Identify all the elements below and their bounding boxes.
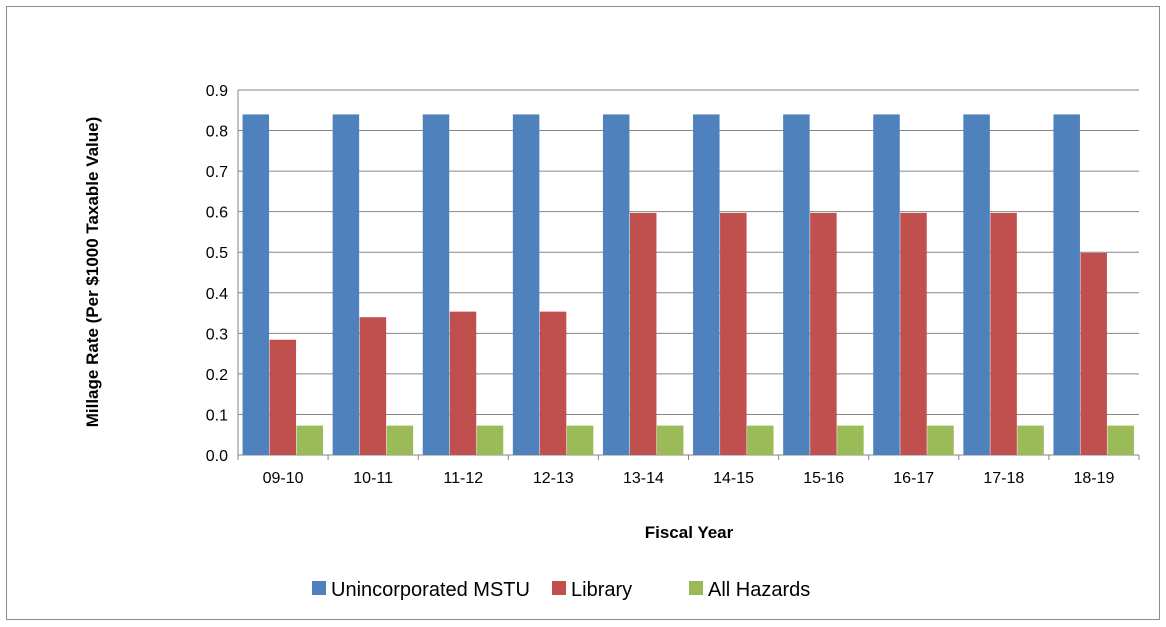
bar-library-16-17 (900, 212, 927, 455)
bar-all-hazards-18-19 (1107, 425, 1134, 455)
y-axis-title: Millage Rate (Per $1000 Taxable Value) (83, 117, 102, 428)
bar-unincorporated-mstu-18-19 (1053, 114, 1080, 456)
legend-label: All Hazards (708, 579, 810, 601)
bar-library-15-16 (810, 212, 837, 455)
y-tick-label: 0.5 (206, 245, 228, 262)
legend: Unincorporated MSTU Library All Hazards (312, 579, 810, 601)
bar-unincorporated-mstu-09-10 (242, 114, 270, 456)
bar-unincorporated-mstu-10-11 (332, 114, 360, 456)
y-tick-labels: 0.0 0.1 0.2 0.3 0.4 0.5 0.6 0.7 0.8 0.9 (206, 83, 228, 465)
bar-unincorporated-mstu-12-13 (512, 114, 540, 456)
bar-library-12-13 (539, 311, 567, 455)
bar-unincorporated-mstu-11-12 (422, 114, 450, 456)
x-tick-label: 09-10 (263, 470, 304, 487)
y-tick-label: 0.6 (206, 205, 228, 222)
y-tick-label: 0.2 (206, 367, 228, 384)
bar-unincorporated-mstu-17-18 (963, 114, 990, 456)
bar-all-hazards-17-18 (1017, 425, 1044, 455)
y-tick-label: 0.3 (206, 326, 228, 343)
bar-all-hazards-11-12 (476, 425, 504, 455)
x-tick-label: 18-19 (1073, 470, 1114, 487)
x-tick-label: 12-13 (533, 470, 574, 487)
x-tick-label: 10-11 (353, 470, 393, 487)
y-tick-label: 0.7 (206, 164, 228, 181)
bar-unincorporated-mstu-13-14 (602, 114, 630, 456)
y-tick-label: 0.8 (206, 124, 228, 141)
bar-unincorporated-mstu-16-17 (873, 114, 900, 456)
bar-all-hazards-15-16 (837, 425, 864, 455)
bar-library-17-18 (990, 212, 1017, 455)
x-axis-title: Fiscal Year (645, 523, 734, 542)
legend-swatch (552, 581, 566, 595)
y-tick-label: 0.9 (206, 83, 228, 100)
x-tick-label: 16-17 (893, 470, 934, 487)
bar-all-hazards-09-10 (296, 425, 324, 455)
bar-library-11-12 (449, 311, 477, 455)
legend-swatch (689, 581, 703, 595)
bar-unincorporated-mstu-14-15 (693, 114, 720, 456)
legend-swatch (312, 581, 326, 595)
bar-all-hazards-16-17 (927, 425, 954, 455)
y-tick-label: 0.4 (206, 286, 228, 303)
bar-all-hazards-10-11 (386, 425, 414, 455)
bar-library-14-15 (720, 212, 747, 455)
x-tick-label: 11-12 (443, 470, 483, 487)
bar-unincorporated-mstu-15-16 (783, 114, 810, 456)
x-tick-labels: 09-10 10-11 11-12 12-13 13-14 14-15 15-16 16-17… (263, 470, 1115, 487)
legend-label: Unincorporated MSTU (331, 579, 530, 601)
bar-all-hazards-13-14 (656, 425, 684, 455)
y-tick-label: 0.1 (206, 407, 228, 424)
bars (242, 114, 1134, 456)
x-tick-label: 17-18 (983, 470, 1024, 487)
bar-library-10-11 (359, 317, 387, 455)
legend-label: Library (571, 579, 632, 601)
x-tick-label: 13-14 (623, 470, 664, 487)
y-tick-label: 0.0 (206, 448, 228, 465)
bar-all-hazards-14-15 (747, 425, 774, 455)
bar-library-18-19 (1080, 252, 1107, 455)
x-tick-label: 15-16 (803, 470, 844, 487)
bar-all-hazards-12-13 (566, 425, 594, 455)
bar-library-13-14 (629, 212, 657, 455)
x-tick-label: 14-15 (713, 470, 754, 487)
bar-library-09-10 (269, 339, 297, 455)
